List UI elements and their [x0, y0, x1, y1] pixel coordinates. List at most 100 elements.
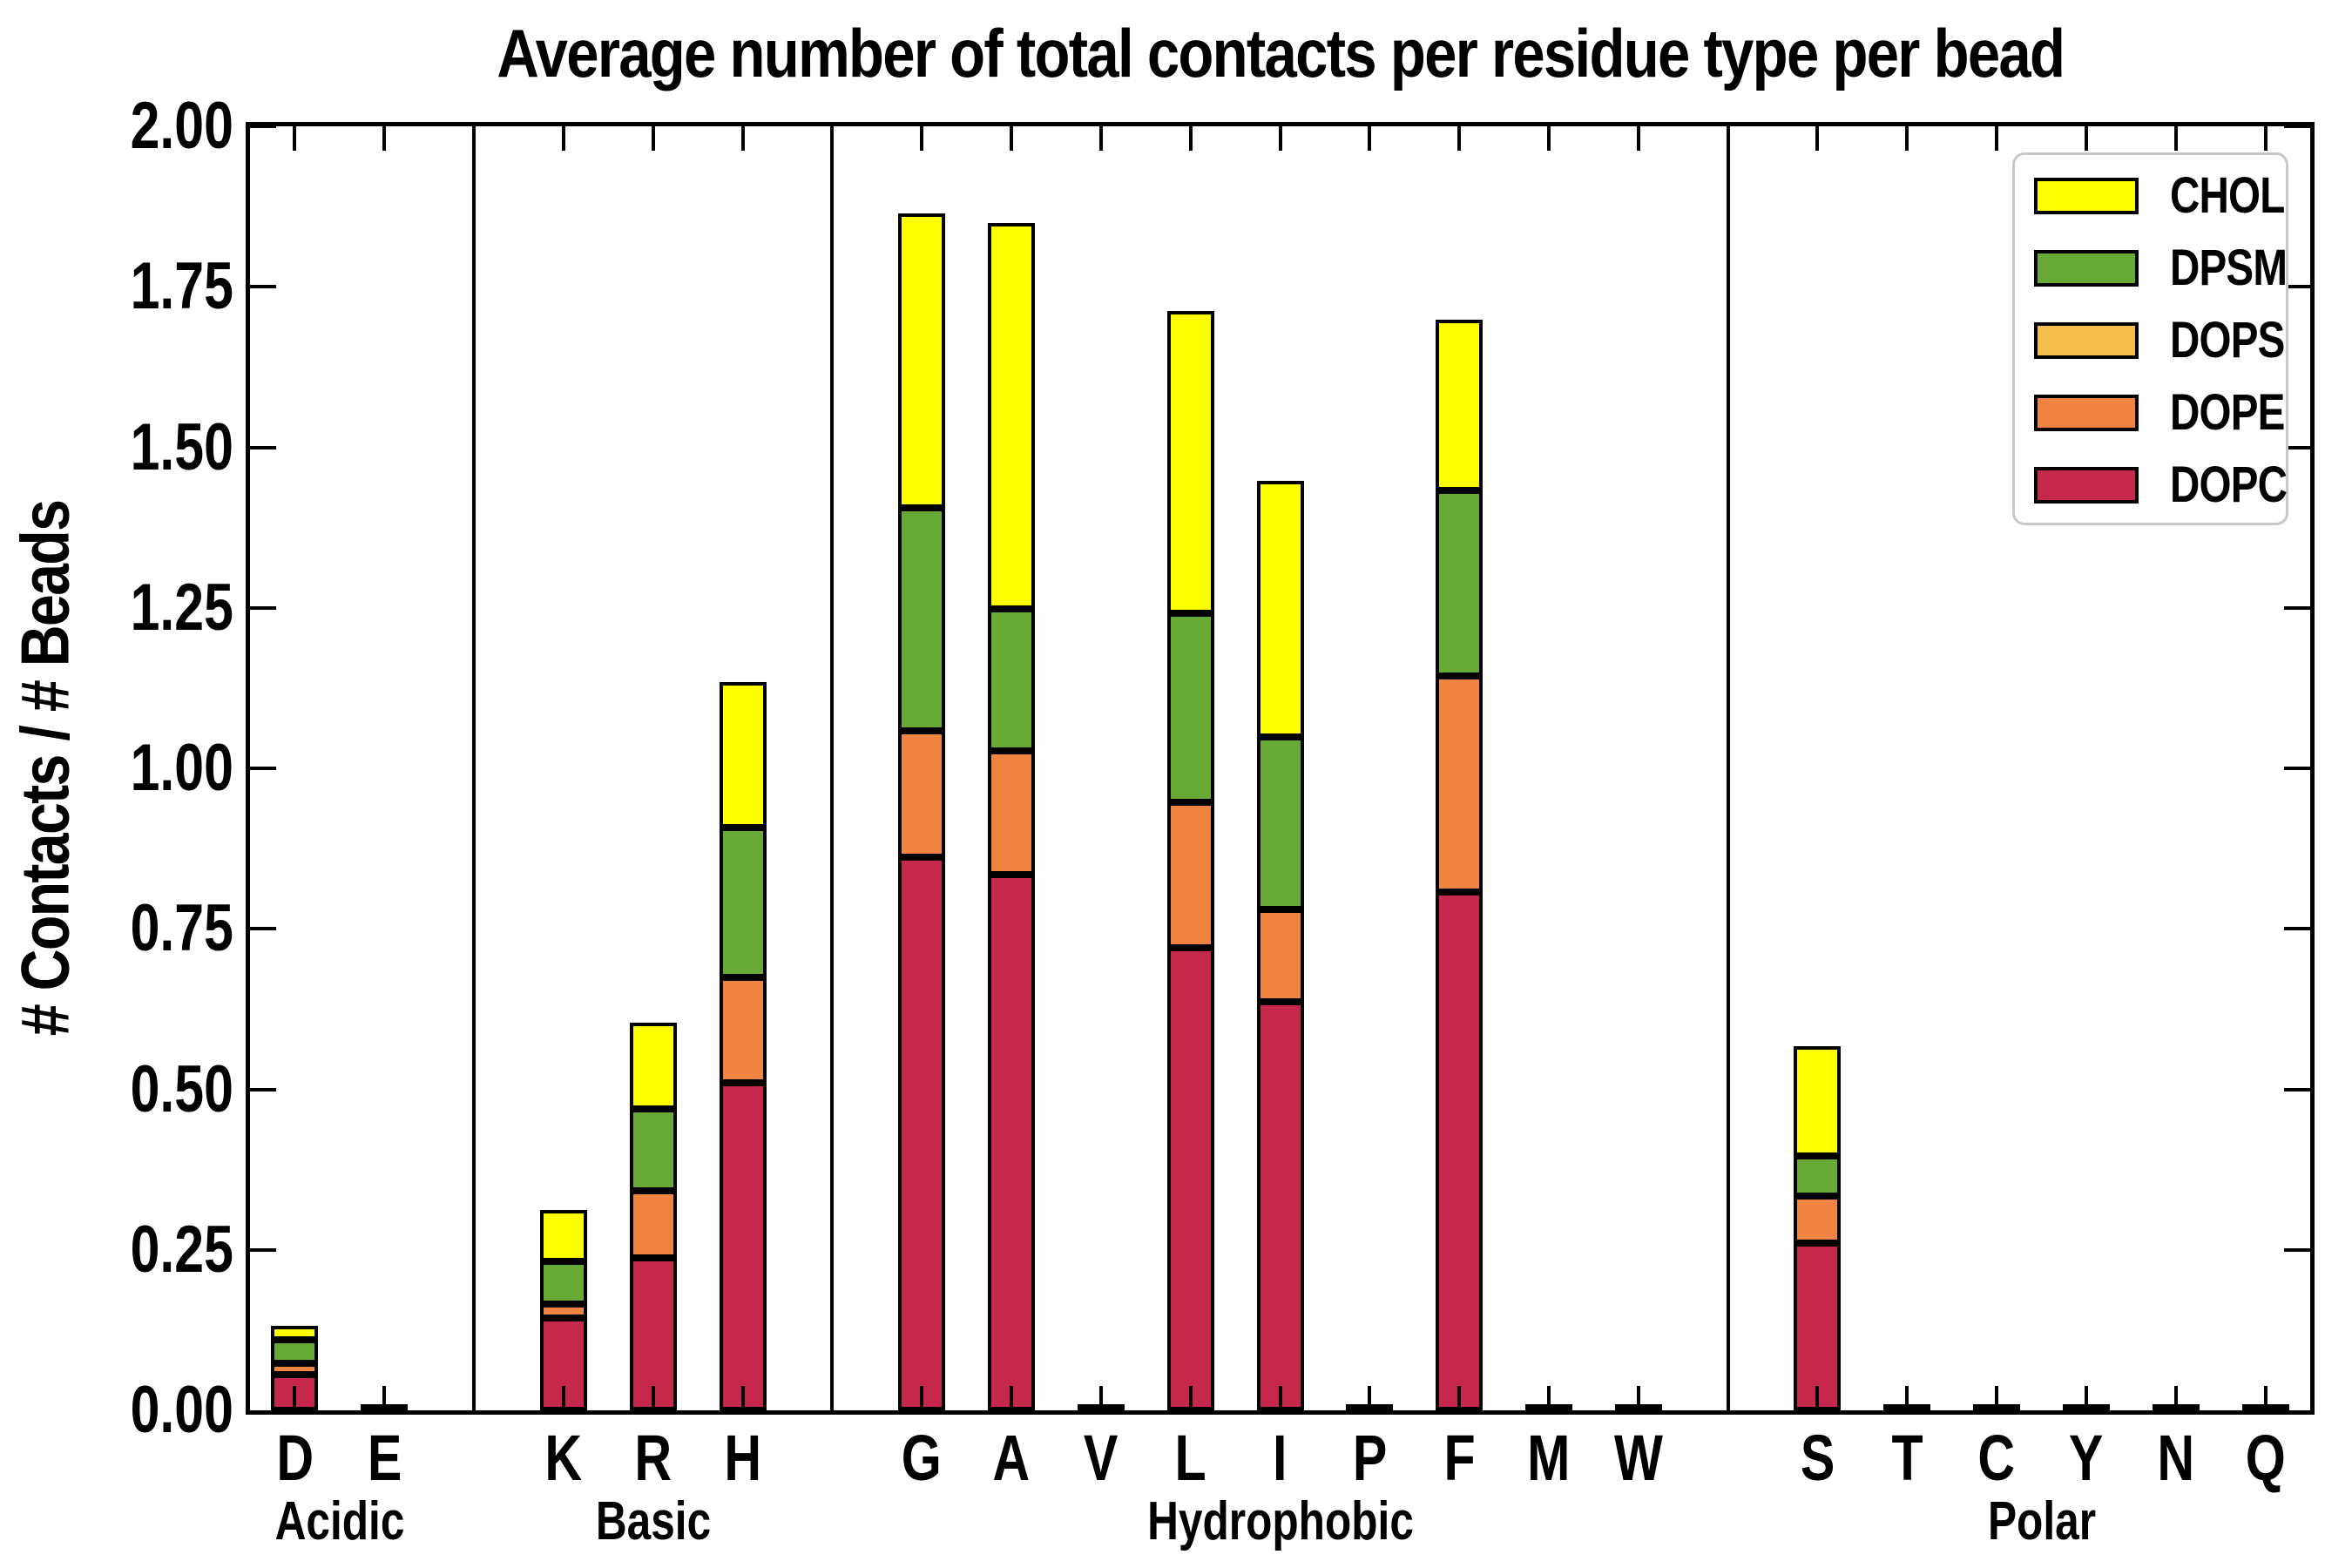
y-tick-right — [2284, 1087, 2310, 1092]
y-tick-label-text: 1.00 — [130, 731, 233, 805]
x-tick-top — [1995, 126, 1999, 151]
x-tick-bottom — [1995, 1386, 1999, 1410]
y-tick-right — [2284, 927, 2310, 931]
x-tick-label-M: M — [1504, 1423, 1594, 1493]
legend-swatch-dpsm — [2034, 249, 2139, 287]
x-tick-top — [1368, 126, 1372, 151]
x-tick-label-Q: Q — [2220, 1423, 2311, 1493]
y-tick-left — [250, 285, 276, 289]
bar-segment-dopc-L — [1166, 948, 1214, 1410]
y-tick-label: 2.00 — [49, 92, 233, 160]
legend-row-dope: DOPE — [2015, 376, 2286, 449]
x-tick-label-text: R — [634, 1422, 672, 1494]
x-tick-top — [293, 126, 297, 151]
group-label-acidic: Acidic — [259, 1491, 421, 1552]
x-tick-label-text: N — [2157, 1422, 2195, 1494]
y-tick-right — [2284, 445, 2310, 449]
bar-segment-dope-I — [1256, 909, 1304, 1002]
x-tick-label-T: T — [1862, 1423, 1952, 1493]
legend-swatch-chol — [2034, 177, 2139, 214]
x-tick-bottom — [1905, 1386, 1909, 1410]
bar-segment-dope-H — [719, 977, 767, 1083]
y-tick-label-text: 1.25 — [130, 570, 233, 645]
legend-label-dopc: DOPC — [2170, 456, 2313, 514]
bar-segment-dopc-R — [629, 1258, 677, 1410]
x-tick-bottom — [1278, 1386, 1282, 1410]
group-label-text: Acidic — [274, 1491, 405, 1551]
legend-label-dops: DOPS — [2170, 311, 2309, 369]
y-tick-label: 0.75 — [49, 895, 233, 963]
x-tick-top — [1457, 126, 1462, 151]
x-tick-label-text: T — [1891, 1422, 1923, 1494]
bar-stack-K — [539, 1210, 587, 1410]
x-tick-label-G: G — [876, 1423, 967, 1493]
y-tick-label: 1.25 — [49, 570, 233, 645]
bar-segment-dope-K — [539, 1304, 587, 1318]
chart-title: Average number of total contacts per res… — [246, 14, 2315, 93]
bar-stack-L — [1166, 311, 1214, 1410]
bar-segment-dopc-G — [898, 857, 946, 1410]
x-tick-label-text: P — [1352, 1422, 1388, 1494]
legend-label-dope: DOPE — [2170, 383, 2309, 442]
x-tick-label-V: V — [1056, 1423, 1146, 1493]
x-tick-label-text: A — [992, 1422, 1031, 1494]
x-tick-bottom — [382, 1386, 387, 1410]
x-tick-bottom — [2263, 1386, 2268, 1410]
x-tick-label-Y: Y — [2041, 1423, 2132, 1493]
group-label-polar: Polar — [1974, 1491, 2109, 1552]
x-tick-label-text: F — [1443, 1422, 1476, 1494]
legend-row-dpsm: DPSM — [2015, 232, 2288, 304]
x-tick-top — [1636, 126, 1640, 151]
bar-stack-F — [1436, 320, 1484, 1410]
legend-swatch-dope — [2034, 394, 2139, 431]
x-tick-label-text: H — [724, 1422, 761, 1494]
x-tick-label-D: D — [249, 1423, 340, 1493]
bar-segment-dpsm-G — [898, 508, 946, 731]
y-tick-label-text: 0.75 — [130, 891, 233, 966]
y-tick-right — [2284, 605, 2310, 610]
bar-segment-dpsm-I — [1256, 737, 1304, 909]
x-tick-top — [920, 126, 924, 151]
group-separator-line — [1726, 126, 1730, 1410]
y-tick-label: 1.00 — [49, 734, 233, 802]
legend-row-dopc: DOPC — [2015, 449, 2288, 521]
y-tick-left — [250, 445, 276, 449]
x-tick-top — [1546, 126, 1551, 151]
legend-swatch-dopc — [2034, 466, 2139, 504]
y-tick-left — [250, 767, 276, 770]
plot-area — [246, 122, 2315, 1415]
x-tick-bottom — [293, 1386, 297, 1410]
x-tick-bottom — [561, 1386, 565, 1410]
x-tick-top — [1815, 126, 1820, 151]
x-tick-bottom — [740, 1386, 745, 1410]
y-tick-right — [2284, 1247, 2310, 1252]
group-label-basic: Basic — [581, 1491, 725, 1552]
bar-segment-chol-S — [1794, 1046, 1842, 1156]
bar-segment-dpsm-S — [1794, 1156, 1842, 1196]
x-tick-label-text: K — [544, 1422, 583, 1494]
x-tick-top — [2084, 126, 2088, 151]
x-tick-label-text: S — [1800, 1422, 1835, 1494]
x-tick-label-F: F — [1414, 1423, 1504, 1493]
x-tick-bottom — [651, 1386, 655, 1410]
x-tick-top — [740, 126, 745, 151]
legend-row-chol: CHOL — [2015, 159, 2286, 232]
bar-segment-dpsm-A — [988, 609, 1036, 751]
y-tick-label-text: 1.50 — [130, 409, 233, 484]
group-label-text: Basic — [595, 1491, 711, 1551]
x-tick-label-text: M — [1527, 1422, 1571, 1494]
x-tick-label-text: D — [276, 1422, 314, 1494]
x-tick-label-C: C — [1951, 1423, 2042, 1493]
y-tick-label-text: 0.00 — [130, 1373, 233, 1447]
x-tick-label-text: Y — [2069, 1422, 2104, 1494]
legend-label-text: CHOL — [2170, 167, 2285, 224]
legend-label-text: DOPS — [2170, 312, 2285, 368]
bar-segment-dopc-F — [1436, 892, 1484, 1410]
bar-segment-chol-H — [719, 682, 767, 828]
x-tick-label-K: K — [518, 1423, 609, 1493]
bar-segment-dope-A — [988, 751, 1036, 875]
x-tick-label-N: N — [2131, 1423, 2221, 1493]
bar-segment-dope-G — [898, 731, 946, 857]
legend-label-text: DOPE — [2170, 384, 2285, 441]
bar-segment-dpsm-D — [271, 1340, 319, 1363]
